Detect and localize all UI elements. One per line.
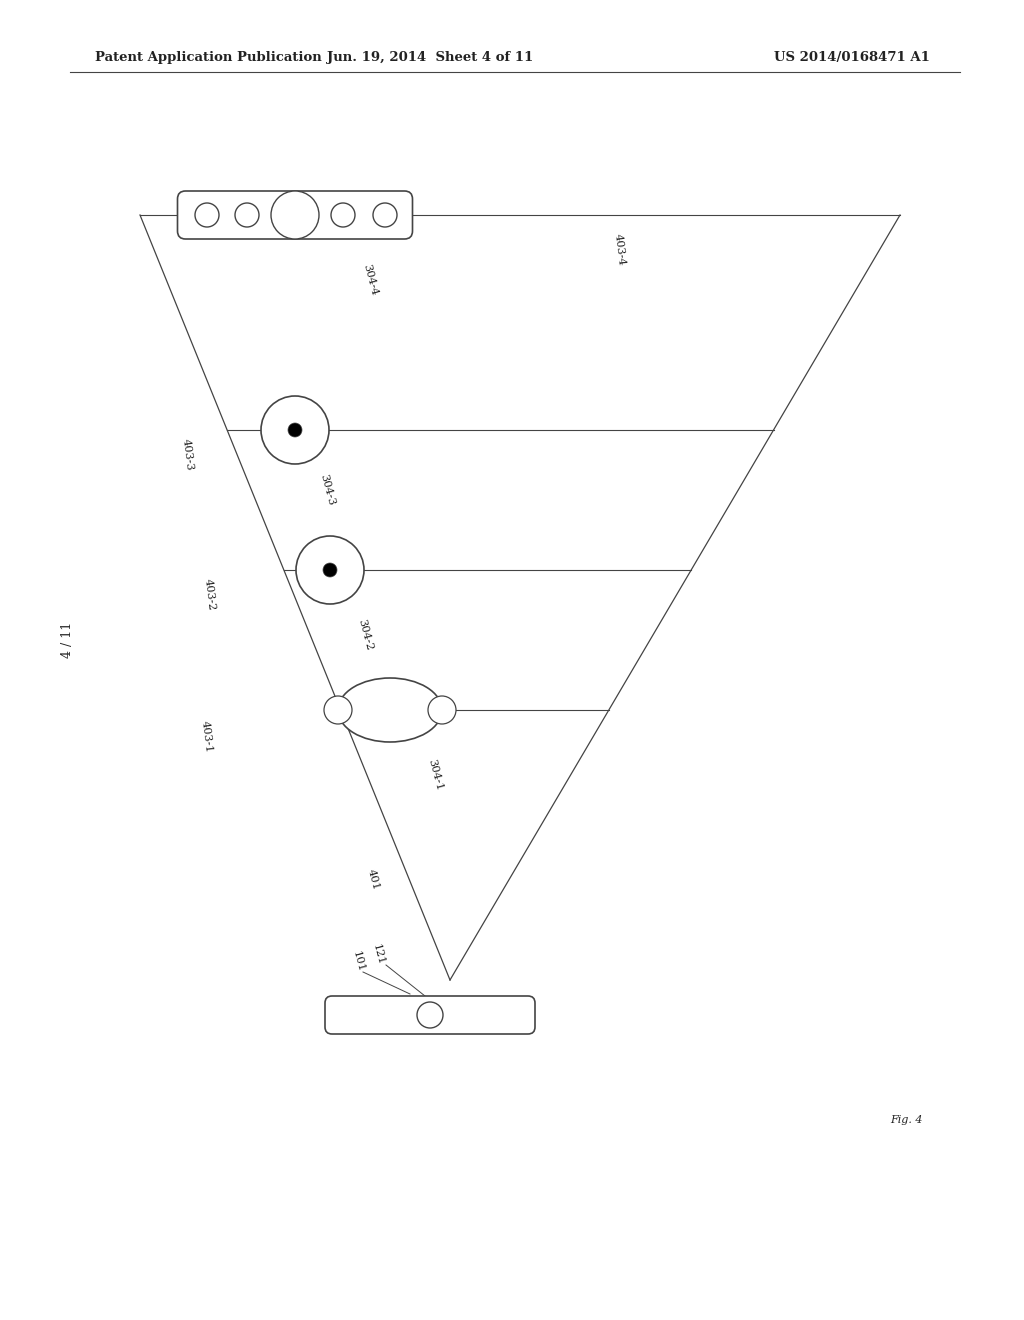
- FancyBboxPatch shape: [177, 191, 413, 239]
- Circle shape: [428, 696, 456, 723]
- Text: 101: 101: [350, 950, 366, 974]
- Circle shape: [323, 564, 337, 577]
- Text: 4 / 11: 4 / 11: [61, 622, 75, 659]
- Text: Patent Application Publication: Patent Application Publication: [95, 51, 322, 65]
- Text: 304-2: 304-2: [356, 618, 374, 652]
- Circle shape: [373, 203, 397, 227]
- Text: 304-1: 304-1: [426, 758, 444, 792]
- Text: 403-1: 403-1: [200, 721, 214, 754]
- FancyBboxPatch shape: [325, 997, 535, 1034]
- Text: 304-3: 304-3: [318, 473, 336, 507]
- Circle shape: [271, 191, 319, 239]
- Circle shape: [195, 203, 219, 227]
- Text: 403-3: 403-3: [181, 438, 195, 471]
- Text: 403-4: 403-4: [613, 234, 627, 267]
- Circle shape: [234, 203, 259, 227]
- Circle shape: [417, 1002, 443, 1028]
- Circle shape: [261, 396, 329, 465]
- Circle shape: [296, 536, 364, 605]
- Circle shape: [288, 422, 302, 437]
- Circle shape: [331, 203, 355, 227]
- Text: 401: 401: [366, 869, 381, 891]
- Ellipse shape: [338, 678, 442, 742]
- Text: 121: 121: [371, 944, 386, 966]
- Text: US 2014/0168471 A1: US 2014/0168471 A1: [774, 51, 930, 65]
- Text: 403-2: 403-2: [203, 578, 217, 611]
- Text: Fig. 4: Fig. 4: [890, 1115, 923, 1125]
- Circle shape: [324, 696, 352, 723]
- Text: Jun. 19, 2014  Sheet 4 of 11: Jun. 19, 2014 Sheet 4 of 11: [327, 51, 534, 65]
- Text: 304-4: 304-4: [361, 263, 379, 297]
